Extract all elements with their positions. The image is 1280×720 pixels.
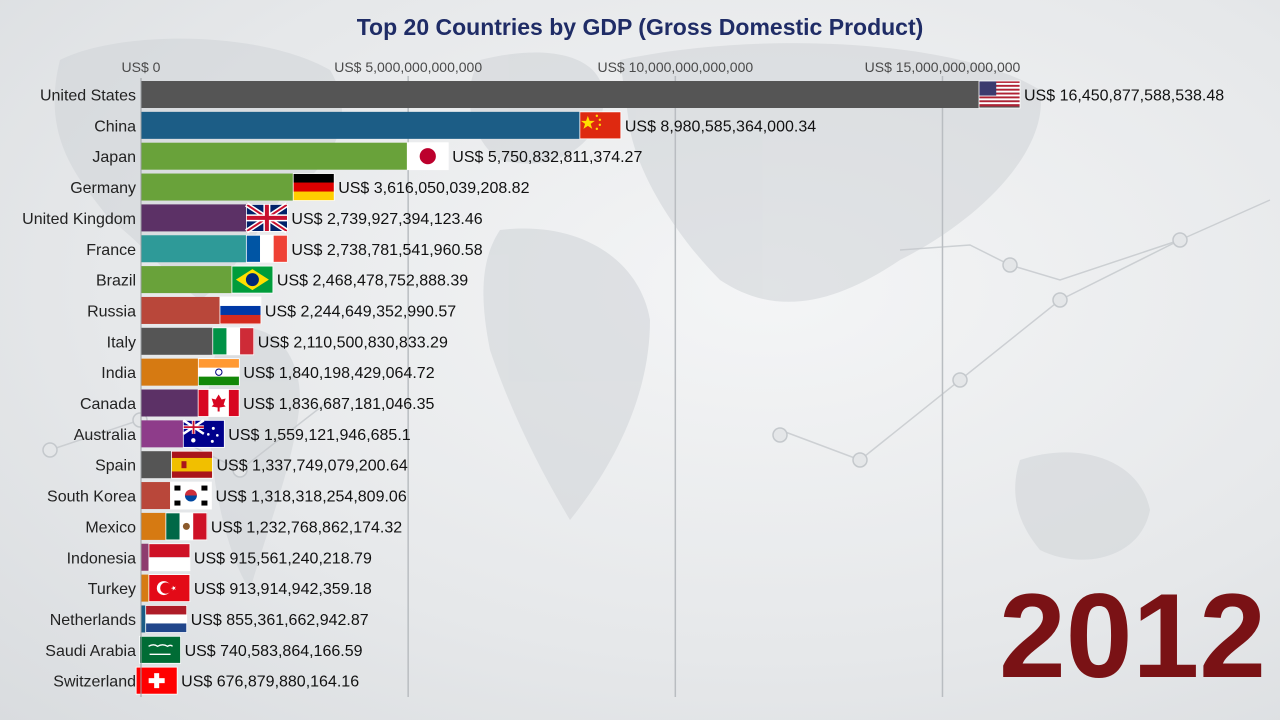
south-korea-flag-icon <box>170 481 212 510</box>
italy-flag-icon <box>212 327 255 356</box>
china-flag-icon <box>579 111 622 140</box>
switzerland-flag-icon <box>135 666 178 695</box>
us-flag-icon <box>978 80 1021 109</box>
chart-title: Top 20 Countries by GDP (Gross Domestic … <box>356 14 924 40</box>
value-label: US$ 1,840,198,429,064.72 <box>243 365 434 382</box>
germany-flag-icon <box>292 173 335 201</box>
japan-flag-icon <box>406 142 449 171</box>
country-label: South Korea <box>47 489 136 506</box>
france-flag-icon <box>245 234 288 263</box>
australia-flag-icon <box>182 419 225 448</box>
value-label: US$ 3,616,050,039,208.82 <box>338 180 529 197</box>
x-tick-label: US$ 10,000,000,000,000 <box>597 59 753 75</box>
country-label: Germany <box>70 180 136 197</box>
value-label: US$ 8,980,585,364,000.34 <box>625 118 816 135</box>
country-label: Russia <box>87 303 136 320</box>
country-label: India <box>101 365 136 382</box>
country-label: Spain <box>95 458 136 475</box>
value-label: US$ 2,738,781,541,960.58 <box>291 242 482 259</box>
country-label: Japan <box>92 149 136 166</box>
x-tick-label: US$ 5,000,000,000,000 <box>334 59 482 75</box>
value-label: US$ 2,739,927,394,123.46 <box>291 211 482 228</box>
country-label: Turkey <box>88 581 136 598</box>
value-label: US$ 1,836,687,181,046.35 <box>243 396 434 413</box>
bar <box>141 81 1020 108</box>
india-flag-icon <box>197 358 240 387</box>
value-label: US$ 676,879,880,164.16 <box>181 674 359 691</box>
value-label: US$ 16,450,877,588,538.48 <box>1024 88 1224 105</box>
value-label: US$ 5,750,832,811,374.27 <box>452 149 642 166</box>
country-label: Switzerland <box>53 674 136 691</box>
value-label: US$ 1,318,318,254,809.06 <box>215 489 406 506</box>
turkey-flag-icon <box>148 574 191 602</box>
netherlands-flag-icon <box>145 605 188 633</box>
mexico-flag-icon <box>165 512 208 541</box>
country-label: France <box>86 242 136 259</box>
value-label: US$ 2,244,649,352,990.57 <box>265 303 456 320</box>
indonesia-flag-icon <box>148 543 191 572</box>
country-label: Canada <box>80 396 136 413</box>
bar <box>141 111 621 139</box>
saudi-arabia-flag-icon <box>139 635 181 664</box>
value-label: US$ 740,583,864,166.59 <box>185 643 363 660</box>
spain-flag-icon <box>171 450 213 479</box>
country-label: Australia <box>74 427 136 444</box>
country-label: Saudi Arabia <box>45 643 136 660</box>
value-label: US$ 913,914,942,359.18 <box>194 581 372 598</box>
value-label: US$ 2,110,500,830,833.29 <box>258 334 448 351</box>
country-label: China <box>94 118 136 135</box>
brazil-flag-icon <box>231 265 274 294</box>
x-tick-label: US$ 15,000,000,000,000 <box>865 59 1021 75</box>
value-label: US$ 1,232,768,862,174.32 <box>211 519 402 536</box>
russia-flag-icon <box>219 296 262 325</box>
country-label: Indonesia <box>67 550 136 567</box>
country-label: United States <box>40 88 136 105</box>
canada-flag-icon <box>197 389 240 417</box>
value-label: US$ 855,361,662,942.87 <box>191 612 369 629</box>
country-label: United Kingdom <box>22 211 136 228</box>
value-label: US$ 915,561,240,218.79 <box>194 550 372 567</box>
country-label: Mexico <box>85 519 136 536</box>
uk-flag-icon <box>245 202 289 234</box>
bar <box>141 142 449 170</box>
country-label: Netherlands <box>50 612 136 629</box>
value-label: US$ 2,468,478,752,888.39 <box>277 273 468 290</box>
value-label: US$ 1,559,121,946,685.1 <box>228 427 410 444</box>
year-indicator: 2012 <box>999 569 1266 703</box>
country-label: Italy <box>107 334 136 351</box>
value-label: US$ 1,337,749,079,200.64 <box>216 458 407 475</box>
country-label: Brazil <box>96 273 136 290</box>
x-tick-label: US$ 0 <box>122 59 161 75</box>
